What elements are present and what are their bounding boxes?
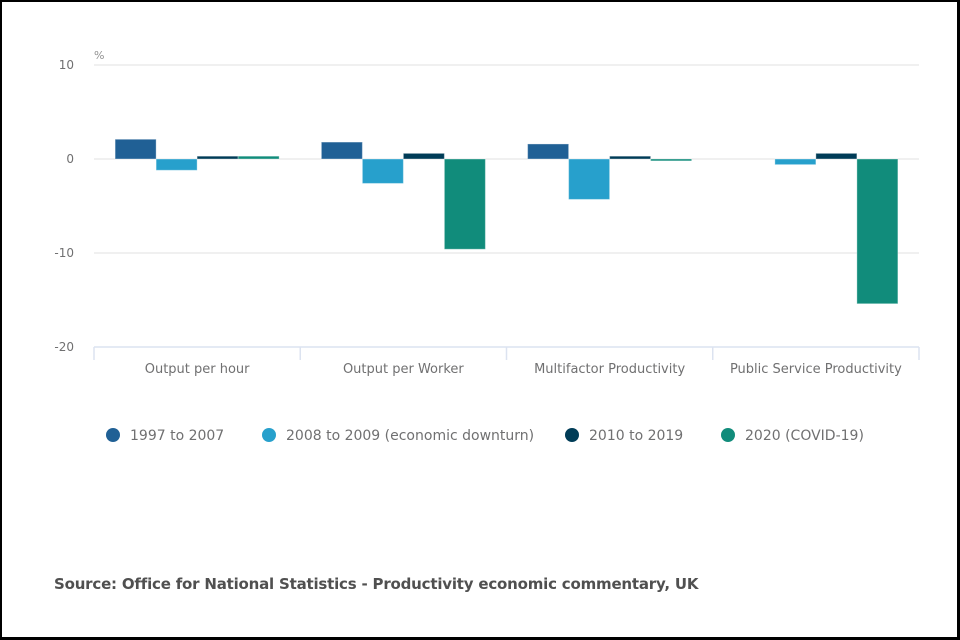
source-note: Source: Office for National Statistics -… (54, 575, 699, 593)
y-tick-label: 0 (66, 152, 74, 166)
bar-0-1[interactable] (155, 158, 198, 171)
legend-swatch-icon (106, 428, 120, 442)
legend-swatch-icon (721, 428, 735, 442)
bar-2-2[interactable] (609, 155, 652, 160)
category-label: Output per Worker (343, 362, 464, 377)
bar-3-1[interactable] (774, 158, 817, 166)
legend-item[interactable]: 2020 (COVID-19) (721, 428, 864, 444)
bar-2-0[interactable] (527, 143, 570, 160)
legend-item[interactable]: 2008 to 2009 (economic downturn) (262, 428, 534, 444)
bar-2-3[interactable] (650, 158, 693, 162)
bar-0-2[interactable] (196, 155, 239, 160)
bar-0-0[interactable] (114, 138, 157, 160)
legend-swatch-icon (565, 428, 579, 442)
legend-swatch-icon (262, 428, 276, 442)
y-unit-label: % (94, 49, 104, 62)
bar-2-1[interactable] (568, 158, 611, 200)
category-label: Public Service Productivity (730, 362, 902, 377)
legend-label: 2010 to 2019 (589, 428, 683, 444)
bar-1-3[interactable] (443, 158, 486, 250)
bar-3-3[interactable] (856, 158, 899, 305)
y-tick-label: 10 (59, 58, 74, 72)
legend-item[interactable]: 1997 to 2007 (106, 428, 224, 444)
bar-1-1[interactable] (361, 158, 404, 184)
category-label: Multifactor Productivity (534, 362, 685, 377)
legend-item[interactable]: 2010 to 2019 (565, 428, 683, 444)
bar-1-2[interactable] (402, 152, 445, 160)
y-tick-label: -10 (54, 246, 74, 260)
y-tick-label: -20 (54, 340, 74, 354)
category-label: Output per hour (145, 362, 250, 377)
legend-label: 2020 (COVID-19) (745, 428, 864, 444)
legend-label: 2008 to 2009 (economic downturn) (286, 428, 534, 444)
legend-label: 1997 to 2007 (130, 428, 224, 444)
bar-0-3[interactable] (237, 155, 280, 160)
bar-1-0[interactable] (320, 141, 363, 160)
bar-3-2[interactable] (815, 152, 858, 160)
